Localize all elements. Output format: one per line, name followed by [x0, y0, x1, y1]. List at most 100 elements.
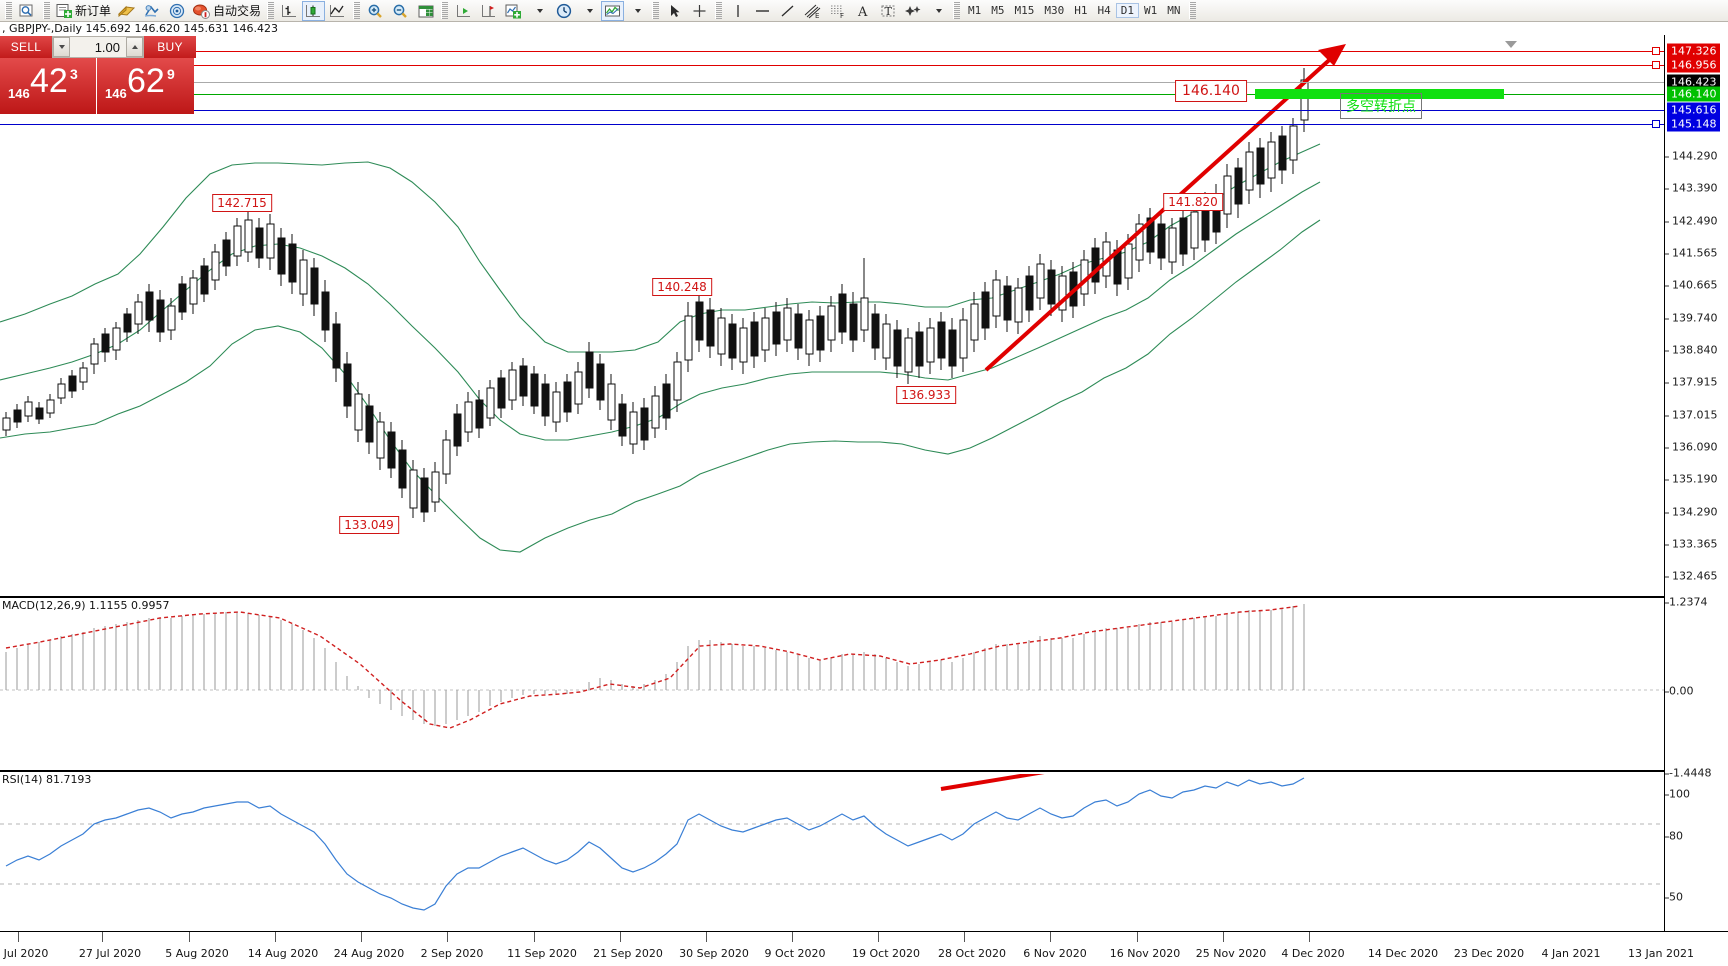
timeframe-m1[interactable]: M1 — [968, 4, 982, 17]
period-dropdown[interactable] — [576, 1, 601, 21]
rsi-ytick-50: 50 — [1665, 891, 1683, 904]
timeframe-h4[interactable]: H4 — [1097, 4, 1111, 17]
time-scale[interactable]: Jul 2020 27 Jul 2020 5 Aug 2020 14 Aug 2… — [0, 931, 1728, 966]
zoom-out-button[interactable] — [388, 1, 413, 21]
volume-decrease-button[interactable] — [53, 37, 70, 57]
objects-button[interactable] — [900, 1, 925, 21]
chart-shift-button[interactable] — [476, 1, 501, 21]
timeframe-m5[interactable]: M5 — [991, 4, 1005, 17]
price-scale[interactable]: 147.326 146.956 146.423 146.140 145.616 … — [1664, 35, 1728, 931]
objects-dropdown[interactable] — [925, 1, 950, 21]
buy-button[interactable]: BUY — [144, 36, 196, 58]
level-label-141820[interactable]: 141.820 — [1163, 193, 1223, 211]
timeframe-mn[interactable]: MN — [1167, 4, 1181, 17]
toolbar-grip[interactable] — [5, 2, 12, 19]
data-window-button[interactable] — [164, 1, 189, 21]
volume-value[interactable]: 1.00 — [94, 39, 120, 55]
hline-145616[interactable] — [0, 110, 1664, 111]
price-tag-146423: 146.423 — [1667, 74, 1720, 90]
chart-window[interactable]: , GBPJPY-,Daily 145.692 146.620 145.631 … — [0, 22, 1728, 966]
rsi-pane-divider — [0, 770, 1664, 772]
autotrading-button[interactable]: 自动交易 — [189, 1, 264, 21]
equidistant-channel-button[interactable]: E — [800, 1, 825, 21]
time-tick-mark — [1309, 932, 1310, 942]
templates-button[interactable] — [601, 0, 625, 21]
zoom-in-button[interactable] — [363, 1, 388, 21]
svg-text:T: T — [884, 5, 892, 18]
candlestick-chart-button[interactable] — [302, 0, 326, 21]
line-chart-button[interactable] — [325, 1, 350, 21]
vertical-line-button[interactable] — [725, 1, 750, 21]
sell-button[interactable]: SELL — [0, 36, 52, 58]
text-annotation-turning-point[interactable]: 多空转折点 — [1340, 93, 1422, 119]
fibonacci-button[interactable]: F — [825, 1, 850, 21]
trendline-button[interactable] — [775, 1, 800, 21]
text-button[interactable]: A — [850, 1, 875, 21]
time-label-3: 14 Aug 2020 — [247, 947, 319, 960]
time-tick-mark — [620, 932, 621, 942]
sell-price-display[interactable]: 146 42 3 — [0, 58, 97, 114]
indicators-button[interactable] — [501, 1, 526, 21]
time-label-13: 16 Nov 2020 — [1109, 947, 1181, 960]
ytick-133365: 133.365 — [1665, 538, 1718, 551]
sell-price-main: 42 — [30, 62, 68, 100]
symbol-ohlc-bar: , GBPJPY-,Daily 145.692 146.620 145.631 … — [2, 22, 278, 35]
market-watch-button[interactable] — [139, 1, 164, 21]
price-tag-146140: 146.140 — [1667, 86, 1720, 102]
chevron-up-icon — [131, 45, 138, 49]
ytick-139740: 139.740 — [1665, 312, 1718, 325]
ytick-134290: 134.290 — [1665, 506, 1718, 519]
level-label-136933[interactable]: 136.933 — [896, 386, 956, 404]
time-tick-mark — [1050, 932, 1051, 942]
new-order-button[interactable]: 新订单 — [53, 1, 114, 21]
hline-147326[interactable] — [0, 51, 1664, 52]
grid-button[interactable] — [413, 1, 438, 21]
level-label-142715[interactable]: 142.715 — [212, 194, 272, 212]
timeframe-m30[interactable]: M30 — [1044, 4, 1065, 17]
timeframe-h1[interactable]: H1 — [1074, 4, 1088, 17]
timeframe-m15[interactable]: M15 — [1014, 4, 1035, 17]
crosshair-button[interactable] — [687, 1, 712, 21]
time-tick-mark — [1223, 932, 1224, 942]
cursor-button[interactable] — [662, 1, 687, 21]
volume-stepper[interactable]: 1.00 — [52, 36, 144, 58]
anchor-147326[interactable] — [1652, 47, 1660, 55]
anchor-146956[interactable] — [1652, 61, 1660, 69]
chart-scroll-caret-icon[interactable] — [1505, 41, 1517, 48]
time-label-8: 30 Sep 2020 — [679, 947, 749, 960]
hline-146140[interactable] — [0, 94, 1664, 95]
market-watch-search-button[interactable] — [15, 1, 40, 21]
green-level-band[interactable] — [1255, 89, 1504, 99]
timeframe-d1[interactable]: D1 — [1115, 3, 1140, 18]
level-label-133049[interactable]: 133.049 — [339, 516, 399, 534]
text-label-button[interactable]: T — [875, 1, 900, 21]
rsi-indicator-label[interactable]: RSI(14) 81.7193 — [2, 773, 92, 786]
volume-increase-button[interactable] — [126, 37, 143, 57]
expert-advisors-button[interactable] — [114, 1, 139, 21]
timeframe-w1[interactable]: W1 — [1144, 4, 1158, 17]
auto-scroll-button[interactable] — [451, 1, 476, 21]
templates-dropdown[interactable] — [624, 1, 649, 21]
bar-chart-button[interactable] — [277, 1, 302, 21]
level-label-140248[interactable]: 140.248 — [652, 278, 712, 296]
time-label-10: 19 Oct 2020 — [851, 947, 921, 960]
hline-145148[interactable] — [0, 124, 1664, 125]
buy-price-display[interactable]: 146 62 9 — [97, 58, 194, 114]
main-toolbar: 新订单 自动交易 — [0, 0, 1728, 22]
anchor-145148[interactable] — [1652, 120, 1660, 128]
one-click-trading-panel[interactable]: SELL 1.00 BUY 146 42 3 146 62 9 — [0, 36, 196, 114]
period-button[interactable] — [551, 1, 576, 21]
hline-146956[interactable] — [0, 65, 1664, 66]
horizontal-line-button[interactable] — [750, 1, 775, 21]
indicators-dropdown[interactable] — [526, 1, 551, 21]
ytick-144290: 144.290 — [1665, 150, 1718, 163]
toolbar-separator-5 — [652, 2, 660, 19]
macd-indicator-label[interactable]: MACD(12,26,9) 1.1155 0.9957 — [2, 599, 170, 612]
chevron-down-icon — [536, 8, 543, 13]
time-label-4: 24 Aug 2020 — [333, 947, 405, 960]
chevron-down-icon — [634, 8, 641, 13]
autotrading-label: 自动交易 — [213, 4, 262, 18]
level-label-146140[interactable]: 146.140 — [1175, 80, 1247, 102]
toolbar-separator-7 — [953, 2, 961, 19]
price-tag-147326: 147.326 — [1667, 43, 1720, 59]
